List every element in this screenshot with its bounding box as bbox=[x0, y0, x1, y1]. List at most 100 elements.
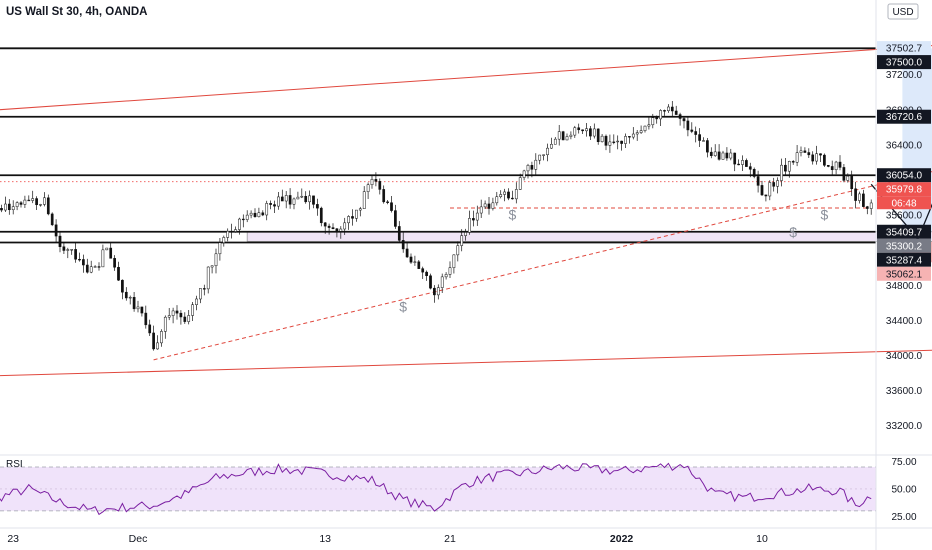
candle-body bbox=[386, 201, 389, 203]
candle-body bbox=[713, 151, 717, 156]
dollar-marker: $ bbox=[821, 206, 829, 222]
trendline[interactable] bbox=[0, 338, 932, 377]
candle-body bbox=[858, 193, 861, 201]
trendline[interactable] bbox=[0, 37, 932, 114]
candle-body bbox=[787, 161, 791, 172]
dollar-marker: $ bbox=[509, 206, 517, 222]
candle-body bbox=[335, 228, 339, 232]
candle-body bbox=[78, 258, 81, 261]
currency-badge[interactable]: USD bbox=[892, 7, 913, 18]
candle-body bbox=[631, 133, 635, 138]
candle-body bbox=[612, 141, 616, 143]
candle-body bbox=[15, 202, 19, 207]
candle-body bbox=[43, 197, 46, 205]
price-label: 36720.6 bbox=[886, 112, 923, 123]
candle-body bbox=[230, 231, 233, 233]
candle-body bbox=[70, 249, 74, 251]
price-tick-label: 35600.0 bbox=[886, 211, 923, 222]
candle-body bbox=[4, 203, 7, 211]
candle-body bbox=[148, 324, 152, 334]
candle-body bbox=[222, 237, 226, 243]
candle-body bbox=[300, 195, 304, 198]
candle-body bbox=[210, 265, 214, 268]
candle-body bbox=[791, 161, 795, 163]
candle-body bbox=[452, 254, 456, 268]
price-tick-label: 34400.0 bbox=[886, 316, 923, 327]
support-zone[interactable] bbox=[246, 231, 932, 242]
trendline[interactable] bbox=[153, 145, 932, 361]
candle-body bbox=[487, 203, 491, 209]
candle-body bbox=[752, 169, 756, 177]
candle-body bbox=[401, 240, 405, 250]
candle-body bbox=[869, 202, 873, 209]
candle-body bbox=[639, 130, 643, 133]
time-tick-label: Dec bbox=[129, 533, 148, 545]
candle-body bbox=[23, 199, 27, 205]
candle-body bbox=[745, 160, 748, 167]
price-label-box bbox=[877, 224, 931, 239]
candle-body bbox=[807, 152, 811, 156]
candle-body bbox=[507, 191, 510, 199]
candle-body bbox=[417, 261, 421, 269]
candle-body bbox=[31, 198, 35, 201]
price-tick-label: 37200.0 bbox=[886, 70, 923, 81]
candles bbox=[0, 100, 873, 351]
candle-body bbox=[421, 268, 425, 273]
main-plot[interactable]: $ $ $ $ bbox=[0, 37, 932, 456]
candle-body bbox=[670, 106, 674, 112]
candle-body bbox=[530, 165, 534, 170]
rsi-tick-label: 50.00 bbox=[891, 484, 916, 495]
price-tick-label: 33200.0 bbox=[886, 421, 923, 432]
candle-body bbox=[729, 152, 733, 159]
rsi-tick-label: 25.00 bbox=[891, 512, 916, 523]
price-label-box bbox=[877, 266, 931, 281]
price-label: 35300.2 bbox=[886, 241, 923, 252]
countdown-box bbox=[877, 196, 931, 210]
candle-body bbox=[187, 315, 191, 322]
candle-body bbox=[585, 128, 588, 132]
candle-body bbox=[780, 164, 783, 181]
candle-body bbox=[709, 151, 713, 156]
candle-body bbox=[651, 117, 655, 126]
candle-body bbox=[234, 229, 237, 232]
price-label: 37500.0 bbox=[886, 58, 923, 69]
candle-body bbox=[690, 129, 694, 132]
candle-body bbox=[304, 195, 308, 203]
rsi-line[interactable] bbox=[0, 462, 872, 516]
price-axis[interactable]: 33200.0 33600.0 34000.0 34400.0 34800.0 35600… bbox=[875, 0, 931, 550]
candle-body bbox=[503, 191, 506, 195]
candle-body bbox=[565, 136, 569, 141]
candle-body bbox=[686, 120, 690, 131]
candle-body bbox=[50, 213, 54, 226]
candle-body bbox=[261, 212, 265, 216]
candle-body bbox=[694, 131, 698, 135]
candle-body bbox=[460, 235, 464, 246]
rsi-label: RSI bbox=[6, 459, 23, 470]
candle-body bbox=[647, 124, 651, 127]
rsi-plot[interactable] bbox=[0, 462, 876, 516]
candle-body bbox=[589, 128, 592, 137]
candle-body bbox=[202, 288, 206, 290]
candle-body bbox=[448, 267, 452, 275]
candle-body bbox=[865, 206, 869, 209]
candle-body bbox=[394, 210, 397, 227]
currency-badge-box[interactable] bbox=[887, 3, 919, 20]
candle-body bbox=[273, 204, 276, 207]
price-label: 35287.4 bbox=[886, 255, 923, 266]
candle-body bbox=[569, 134, 573, 137]
candle-body bbox=[413, 261, 417, 263]
time-tick-label: 23 bbox=[7, 533, 19, 545]
candle-body bbox=[534, 159, 538, 170]
candle-body bbox=[323, 222, 327, 227]
candle-body bbox=[799, 150, 803, 154]
candle-body bbox=[319, 207, 323, 224]
candle-body bbox=[296, 196, 300, 200]
candle-body bbox=[468, 218, 471, 233]
candle-body bbox=[136, 306, 140, 310]
price-tick-label: 34800.0 bbox=[886, 281, 923, 292]
candle-body bbox=[156, 342, 159, 350]
candle-body bbox=[409, 256, 413, 263]
time-axis[interactable]: 23Dec132120221024Feb14 bbox=[0, 527, 932, 545]
candle-body bbox=[479, 206, 483, 214]
